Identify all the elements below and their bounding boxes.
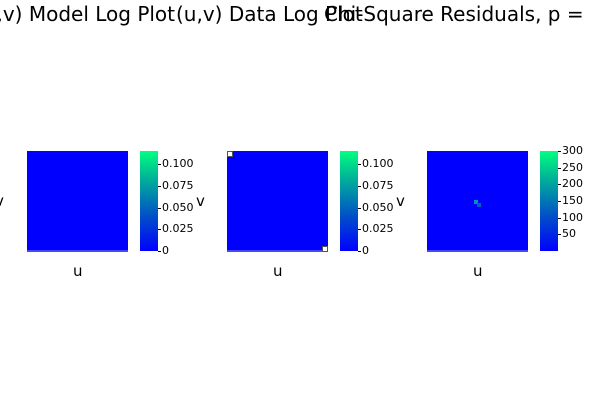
chart-title-3: Chi-Square Residuals, p = <box>324 2 584 26</box>
colorbar-tick-mark <box>358 164 361 165</box>
colorbar-tick-label: 150 <box>562 194 583 207</box>
colorbar-tick-mark <box>558 168 561 169</box>
colorbar-tick-label: 0.050 <box>362 201 394 214</box>
corner-cell <box>227 151 233 157</box>
colorbar-tick-mark <box>158 208 161 209</box>
colorbar-tick-label: 0.075 <box>362 179 394 192</box>
colorbar-residuals <box>540 151 558 251</box>
colorbar-tick-mark <box>358 208 361 209</box>
colorbar-tick-label: 0 <box>362 244 369 257</box>
colorbar-tick-label: 250 <box>562 161 583 174</box>
colorbar-tick-label: 50 <box>562 227 576 240</box>
colorbar-tick-mark <box>558 151 561 152</box>
colorbar-tick-label: 0.100 <box>362 157 394 170</box>
colorbar-data <box>340 151 358 251</box>
x-axis-label-3: u <box>473 262 483 280</box>
x-axis-label-1: u <box>73 262 83 280</box>
colorbar-tick-label: 0.025 <box>362 222 394 235</box>
colorbar-tick-mark <box>158 164 161 165</box>
heatmap-baseline <box>227 250 328 252</box>
heatmap-residuals <box>427 151 528 252</box>
colorbar-tick-mark <box>558 234 561 235</box>
corner-cell <box>322 246 328 252</box>
y-axis-label-2: v <box>196 192 205 210</box>
y-axis-label-3: v <box>396 192 405 210</box>
colorbar-tick-mark <box>158 251 161 252</box>
heatmap-data <box>227 151 328 252</box>
colorbar-tick-mark <box>158 229 161 230</box>
x-axis-label-2: u <box>273 262 283 280</box>
residual-hot-cell <box>477 203 481 207</box>
heatmap-baseline <box>27 250 128 252</box>
heatmap-baseline <box>427 250 528 252</box>
colorbar-tick-label: 0.100 <box>162 157 194 170</box>
colorbar-model <box>140 151 158 251</box>
colorbar-tick-label: 0.075 <box>162 179 194 192</box>
residual-hot-cell <box>474 200 478 204</box>
colorbar-tick-mark <box>558 201 561 202</box>
colorbar-tick-mark <box>558 184 561 185</box>
colorbar-tick-label: 0 <box>162 244 169 257</box>
colorbar-tick-mark <box>358 229 361 230</box>
colorbar-tick-mark <box>558 218 561 219</box>
colorbar-tick-label: 300 <box>562 144 583 157</box>
colorbar-tick-label: 100 <box>562 211 583 224</box>
colorbar-tick-label: 0.050 <box>162 201 194 214</box>
colorbar-tick-mark <box>158 186 161 187</box>
colorbar-tick-mark <box>358 251 361 252</box>
heatmap-model <box>27 151 128 252</box>
colorbar-tick-label: 200 <box>562 177 583 190</box>
chart-title-2: (u,v) Data Log Plot <box>176 2 363 26</box>
chart-title-1: (u,v) Model Log Plot <box>0 2 176 26</box>
colorbar-tick-label: 0.025 <box>162 222 194 235</box>
y-axis-label-1: v <box>0 192 4 210</box>
colorbar-tick-mark <box>358 186 361 187</box>
